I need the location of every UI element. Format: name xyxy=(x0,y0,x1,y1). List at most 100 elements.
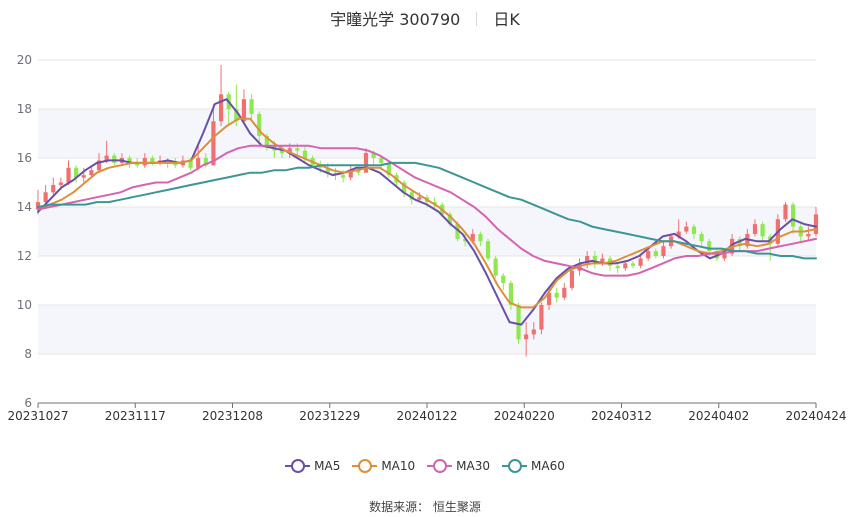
candle-body xyxy=(371,153,376,158)
legend-item-ma30[interactable]: MA30 xyxy=(427,459,490,473)
candle-body xyxy=(783,204,788,220)
candle-body xyxy=(196,158,201,168)
data-source: 数据来源： 恒生聚源 xyxy=(369,500,481,514)
candle xyxy=(524,322,529,357)
candle xyxy=(142,153,147,168)
candle xyxy=(51,177,56,195)
y-tick-label: 20 xyxy=(17,53,32,67)
candles xyxy=(35,64,819,357)
candle-body xyxy=(51,184,56,193)
x-tick-label: 20231229 xyxy=(299,409,360,423)
candle xyxy=(752,219,758,237)
candle-body xyxy=(81,175,86,178)
legend-item-ma60[interactable]: MA60 xyxy=(502,459,565,473)
legend-label: MA60 xyxy=(531,459,565,473)
candle-body xyxy=(188,160,193,168)
candle-body xyxy=(96,160,102,171)
candle-body xyxy=(379,158,384,163)
candle xyxy=(211,104,216,166)
candle xyxy=(760,221,765,242)
candle-body xyxy=(279,150,285,154)
band xyxy=(38,207,816,256)
candle-body xyxy=(463,238,468,242)
candle-body xyxy=(447,214,452,225)
candle xyxy=(630,260,636,269)
candle-body xyxy=(35,202,41,210)
legend-item-ma5[interactable]: MA5 xyxy=(285,459,340,473)
candle xyxy=(402,180,407,198)
candle-body xyxy=(249,99,254,114)
candle-body xyxy=(546,292,552,305)
candle xyxy=(203,153,208,168)
legend-label: MA30 xyxy=(456,459,491,473)
candle xyxy=(653,248,658,259)
candle-body xyxy=(806,233,811,237)
x-tick-label: 20231208 xyxy=(202,409,263,423)
candle xyxy=(196,145,201,171)
candle-body xyxy=(302,150,308,158)
candle-body xyxy=(104,155,109,161)
candle-body xyxy=(638,258,643,266)
candle xyxy=(302,145,308,163)
candle xyxy=(249,94,254,122)
candle xyxy=(699,231,704,247)
y-tick-label: 6 xyxy=(24,396,32,410)
ma10-line xyxy=(37,117,817,309)
x-tick-label: 20240312 xyxy=(591,409,652,423)
y-tick-label: 14 xyxy=(17,200,32,214)
candle-body xyxy=(752,224,758,234)
band xyxy=(38,305,816,354)
background-bands xyxy=(38,109,816,354)
candle-body xyxy=(592,256,597,264)
candle-body xyxy=(402,182,407,193)
moving-average-lines xyxy=(37,98,817,326)
candle-body xyxy=(722,253,727,259)
chart-title: 宇瞳光学 300790 日K xyxy=(0,6,850,30)
candle xyxy=(485,238,491,261)
candle-body xyxy=(234,109,239,122)
candle xyxy=(638,256,643,269)
candle xyxy=(737,236,742,252)
candle xyxy=(806,226,811,242)
candle-body xyxy=(615,265,620,269)
legend-item-ma10[interactable]: MA10 xyxy=(352,459,415,473)
ma30-line xyxy=(37,144,817,277)
candle xyxy=(623,260,628,271)
x-tick-label: 20240220 xyxy=(494,409,555,423)
candle xyxy=(646,248,651,261)
candle-body xyxy=(600,258,605,264)
candle xyxy=(684,221,689,234)
candle-body xyxy=(264,135,269,146)
x-axis: 20231027 20231117 20231208 20231229 20240122… xyxy=(7,402,847,423)
x-tick-label: 20240122 xyxy=(396,409,457,423)
candle-body xyxy=(791,204,796,227)
period-label: 日K xyxy=(493,10,520,29)
candle-body xyxy=(348,170,353,178)
candle-body xyxy=(470,233,475,242)
candle-body xyxy=(707,241,712,252)
candle-body xyxy=(653,251,658,256)
candle-body xyxy=(562,287,567,298)
band xyxy=(38,109,816,158)
legend-label: MA10 xyxy=(381,459,416,473)
y-tick-label: 12 xyxy=(17,249,32,263)
candle-body xyxy=(325,167,330,173)
candle xyxy=(508,280,513,310)
x-tick-label: 20240402 xyxy=(688,409,749,423)
candle-body xyxy=(287,148,292,154)
candle-body xyxy=(661,246,666,256)
candle xyxy=(661,241,666,259)
candle xyxy=(615,263,620,274)
candle-body xyxy=(646,251,651,259)
candle-body xyxy=(478,233,483,242)
candle xyxy=(493,256,498,279)
candle xyxy=(257,111,262,144)
candle xyxy=(783,202,788,222)
x-tick-label: 20231117 xyxy=(105,409,166,423)
candle xyxy=(112,153,117,166)
candle-body xyxy=(363,153,369,173)
candle-body xyxy=(341,175,346,178)
candle-body xyxy=(218,94,224,122)
candle-body xyxy=(203,158,208,166)
